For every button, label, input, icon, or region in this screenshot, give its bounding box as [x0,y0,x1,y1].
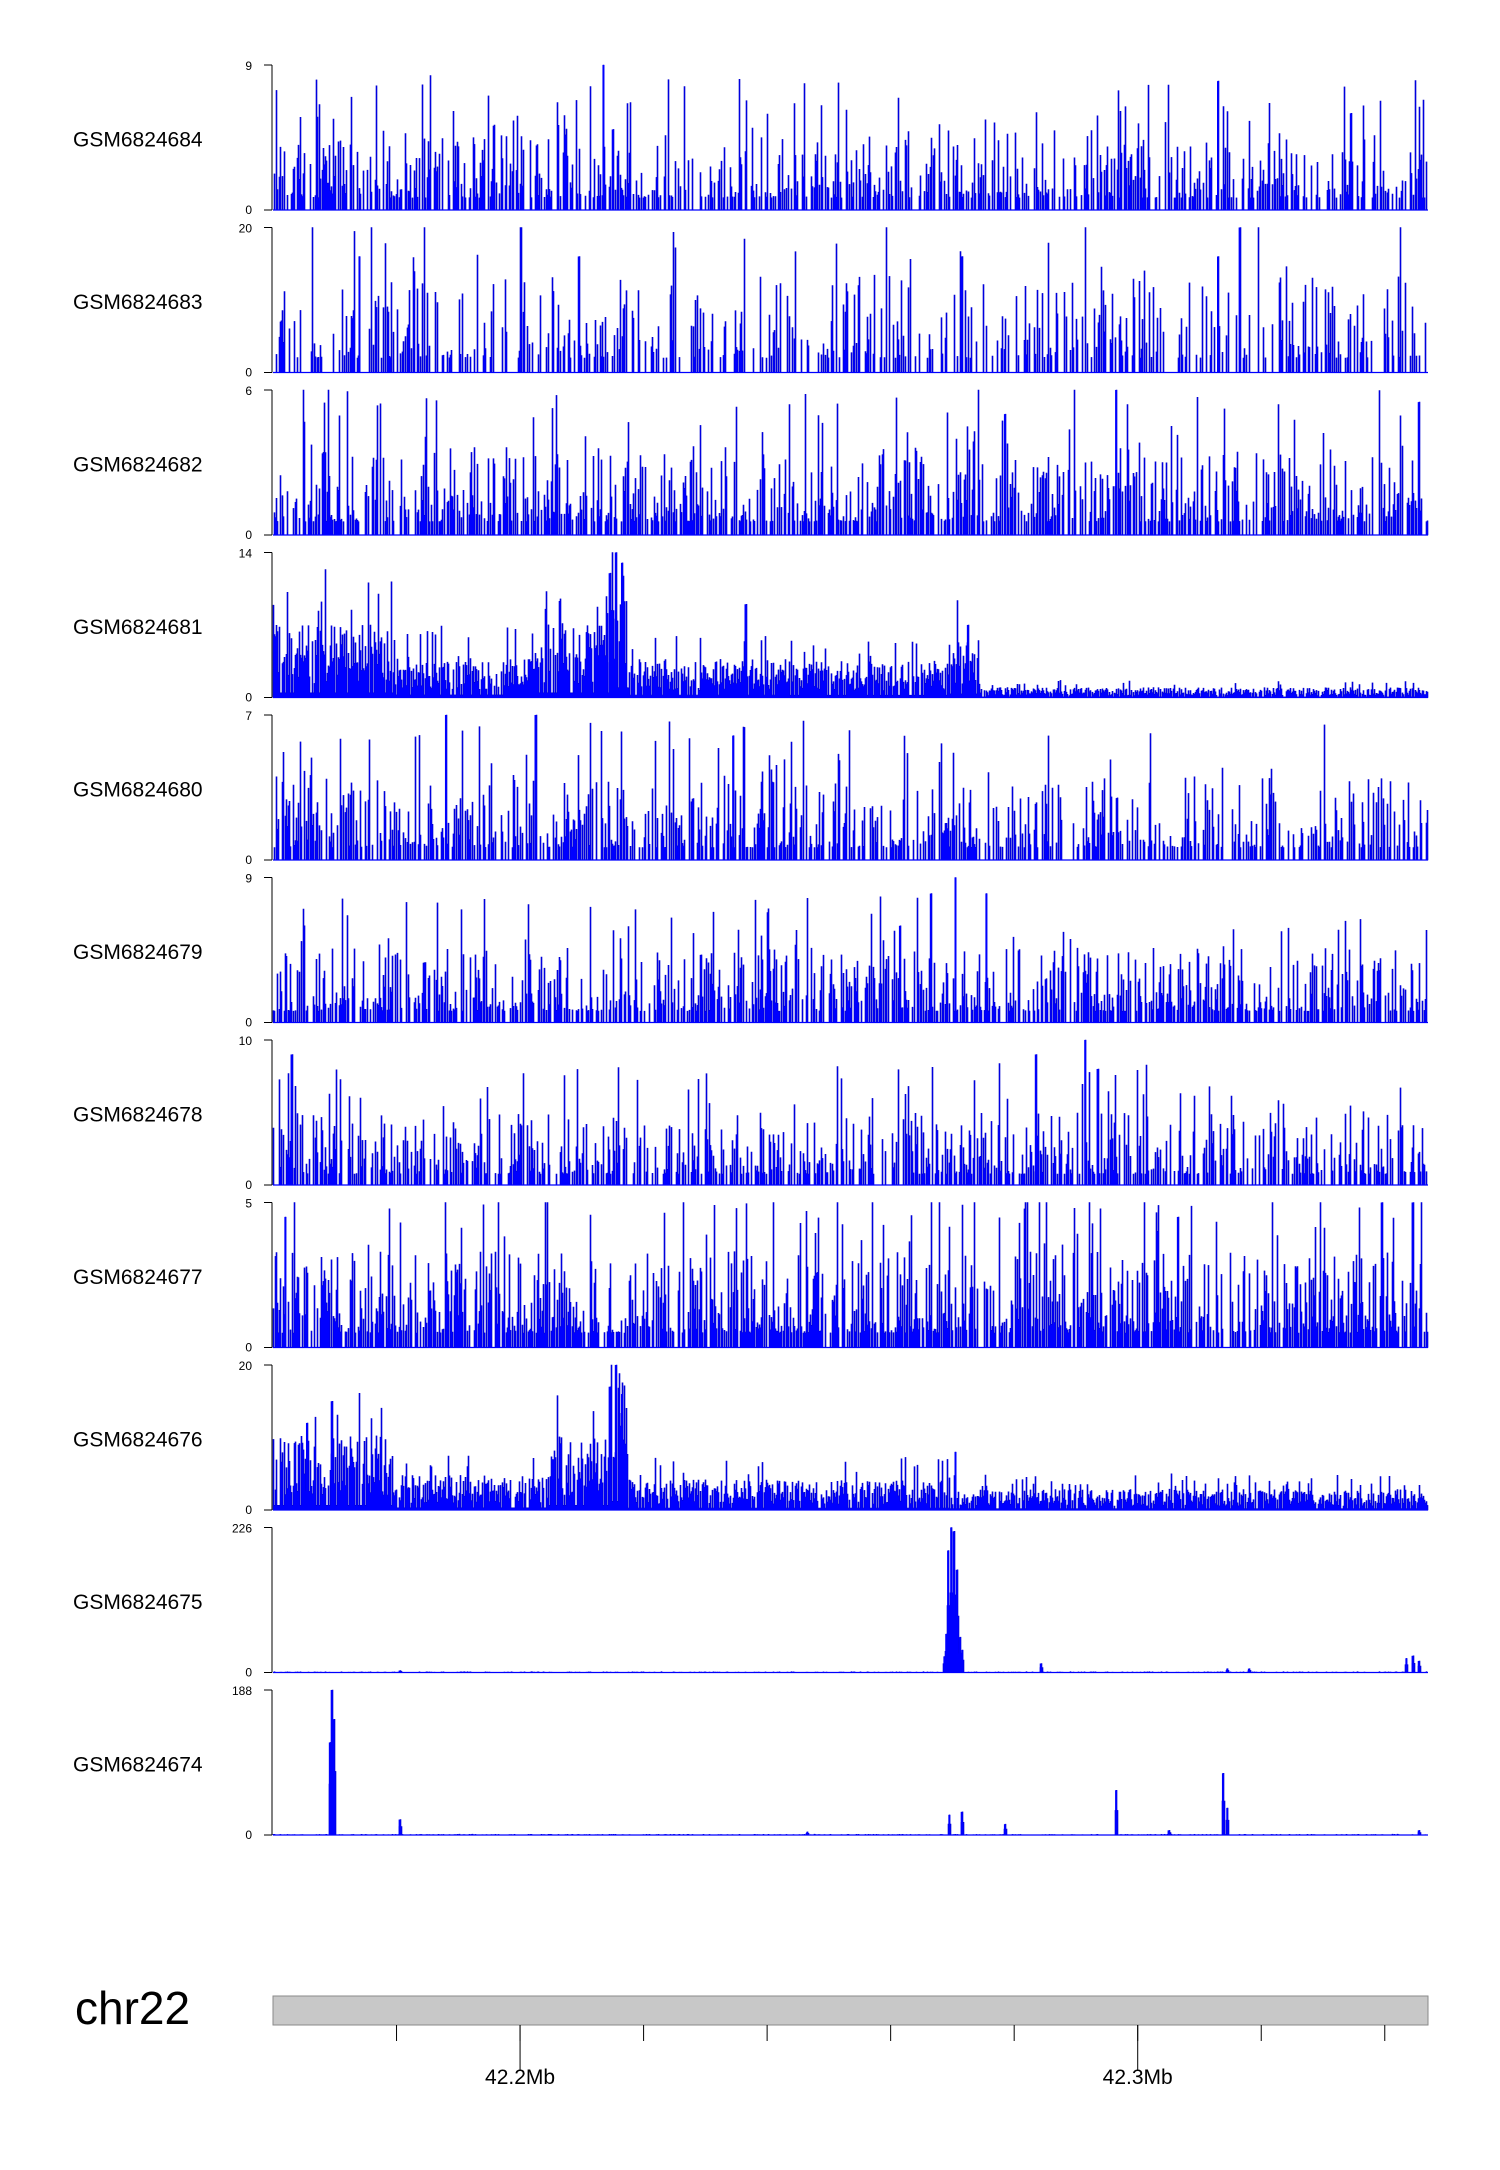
track-GSM6824681: GSM6824681 14 0 [73,547,1429,705]
track-max-label: 10 [239,1034,253,1048]
track-min-label: 0 [245,691,252,705]
track-min-label: 0 [245,528,252,542]
track-label: GSM6824677 [73,1266,203,1289]
track-label: GSM6824680 [73,779,203,802]
axis-tick-label: 42.2Mb [485,2066,555,2089]
track-max-label: 9 [245,59,252,73]
track-max-label: 20 [239,1359,253,1373]
track-label: GSM6824684 [73,129,203,152]
track-label: GSM6824676 [73,1429,203,1452]
track-min-label: 0 [245,1178,252,1192]
coverage-area-GSM6824680 [273,714,1429,861]
track-min-label: 0 [245,1503,252,1517]
coverage-area-GSM6824678 [272,1039,1428,1186]
track-label: GSM6824682 [73,454,203,477]
track-min-label: 0 [245,1016,252,1030]
track-GSM6824675: GSM6824675 226 0 [73,1522,1428,1680]
track-label: GSM6824681 [73,616,203,639]
track-max-label: 9 [245,872,252,886]
track-GSM6824683: GSM6824683 20 0 [73,222,1428,380]
chromosome-ideogram: chr22 [75,1982,1429,2034]
track-max-label: 14 [239,547,253,561]
track-min-label: 0 [245,203,252,217]
coverage-area-GSM6824683 [273,227,1428,373]
coverage-area-GSM6824681 [272,552,1429,698]
track-GSM6824684: GSM6824684 9 0 [73,59,1428,217]
track-GSM6824678: GSM6824678 10 0 [73,1034,1428,1192]
coverage-tracks: GSM682468490GSM6824683200GSM682468260GSM… [73,59,1429,1842]
coverage-area-GSM6824684 [273,64,1428,211]
chromosome-bar [272,1995,1429,2026]
track-GSM6824674: GSM6824674 188 0 [73,1684,1428,1842]
genomic-axis: 42.2Mb 42.3Mb [396,2025,1386,2089]
track-max-label: 226 [232,1522,252,1536]
track-max-label: 6 [245,384,252,398]
chromosome-label: chr22 [75,1982,190,2034]
track-GSM6824676: GSM6824676 20 0 [73,1359,1429,1517]
track-max-label: 188 [232,1684,252,1698]
track-label: GSM6824674 [73,1754,203,1777]
track-min-label: 0 [245,366,252,380]
track-label: GSM6824675 [73,1591,203,1614]
track-max-label: 20 [239,222,253,236]
track-label: GSM6824678 [73,1104,203,1127]
coverage-area-GSM6824682 [273,389,1429,536]
track-label: GSM6824683 [73,291,203,314]
track-min-label: 0 [245,1341,252,1355]
coverage-area-GSM6824674 [272,1689,1428,1836]
track-min-label: 0 [245,1828,252,1842]
coverage-area-GSM6824675 [273,1527,1428,1673]
track-GSM6824677: GSM6824677 5 0 [73,1197,1429,1355]
track-GSM6824679: GSM6824679 9 0 [73,872,1428,1030]
track-GSM6824680: GSM6824680 7 0 [73,709,1429,867]
coverage-area-GSM6824676 [272,1364,1429,1511]
track-max-label: 5 [245,1197,252,1211]
axis-tick-label: 42.3Mb [1103,2066,1173,2089]
track-label: GSM6824679 [73,941,203,964]
track-min-label: 0 [245,1666,252,1680]
coverage-area-GSM6824679 [272,877,1428,1023]
track-min-label: 0 [245,853,252,867]
coverage-area-GSM6824677 [272,1202,1429,1348]
track-max-label: 7 [245,709,252,723]
track-GSM6824682: GSM6824682 6 0 [73,384,1429,542]
